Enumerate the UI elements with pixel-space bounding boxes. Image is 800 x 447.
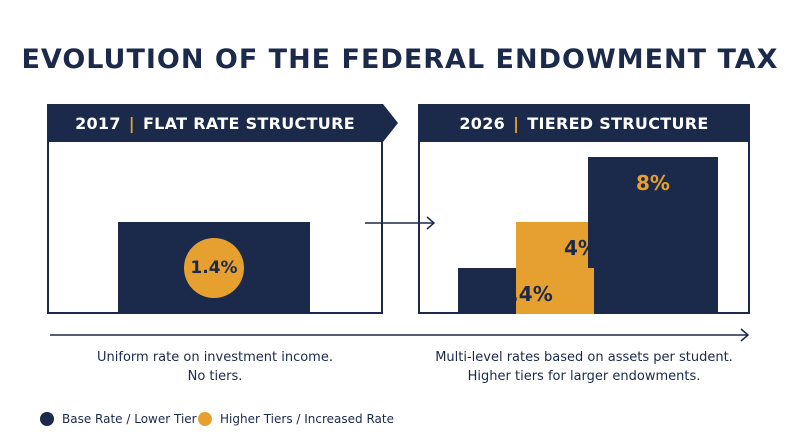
legend-dot-gold [198, 412, 212, 426]
panel-connector-arrow [365, 216, 436, 230]
header-arrow-tip [383, 104, 398, 142]
page-title: EVOLUTION OF THE FEDERAL ENDOWMENT TAX [21, 44, 779, 75]
legend-label-base: Base Rate / Lower Tier [62, 412, 197, 426]
legend-item-higher: Higher Tiers / Increased Rate [198, 412, 394, 426]
flat-rate-header: 2017 | FLAT RATE STRUCTURE [47, 104, 383, 142]
tiered-description: Multi-level rates based on assets per st… [418, 348, 750, 386]
tiered-year: 2026 [459, 113, 506, 133]
legend-item-base: Base Rate / Lower Tier [40, 412, 197, 426]
tier-label-middle: 4% [564, 236, 598, 260]
flat-rate-desc-line1: Uniform rate on investment income. [97, 350, 333, 365]
flat-rate-desc-line2: No tiers. [187, 369, 243, 384]
flat-rate-circle: 1.4% [184, 238, 244, 298]
tier-label-base: 1.4% [497, 282, 553, 306]
tier-bar-middle-strip [516, 268, 594, 314]
tiered-desc-line2: Higher tiers for larger endowments. [467, 369, 701, 384]
legend-dot-navy [40, 412, 54, 426]
timeline-arrow [50, 328, 750, 342]
legend-label-higher: Higher Tiers / Increased Rate [220, 412, 394, 426]
header-separator: | [128, 113, 135, 133]
tiered-heading: TIERED STRUCTURE [527, 113, 709, 133]
flat-rate-heading: FLAT RATE STRUCTURE [142, 113, 355, 133]
flat-rate-year: 2017 [75, 113, 121, 133]
flat-rate-value: 1.4% [190, 258, 238, 278]
tiered-desc-line1: Multi-level rates based on assets per st… [435, 350, 733, 365]
tier-bar-top [588, 157, 718, 314]
header-separator: | [513, 113, 520, 133]
flat-rate-description: Uniform rate on investment income. No ti… [60, 348, 370, 386]
tiered-header: 2026 | TIERED STRUCTURE [418, 104, 750, 142]
tier-label-top: 8% [636, 171, 670, 195]
